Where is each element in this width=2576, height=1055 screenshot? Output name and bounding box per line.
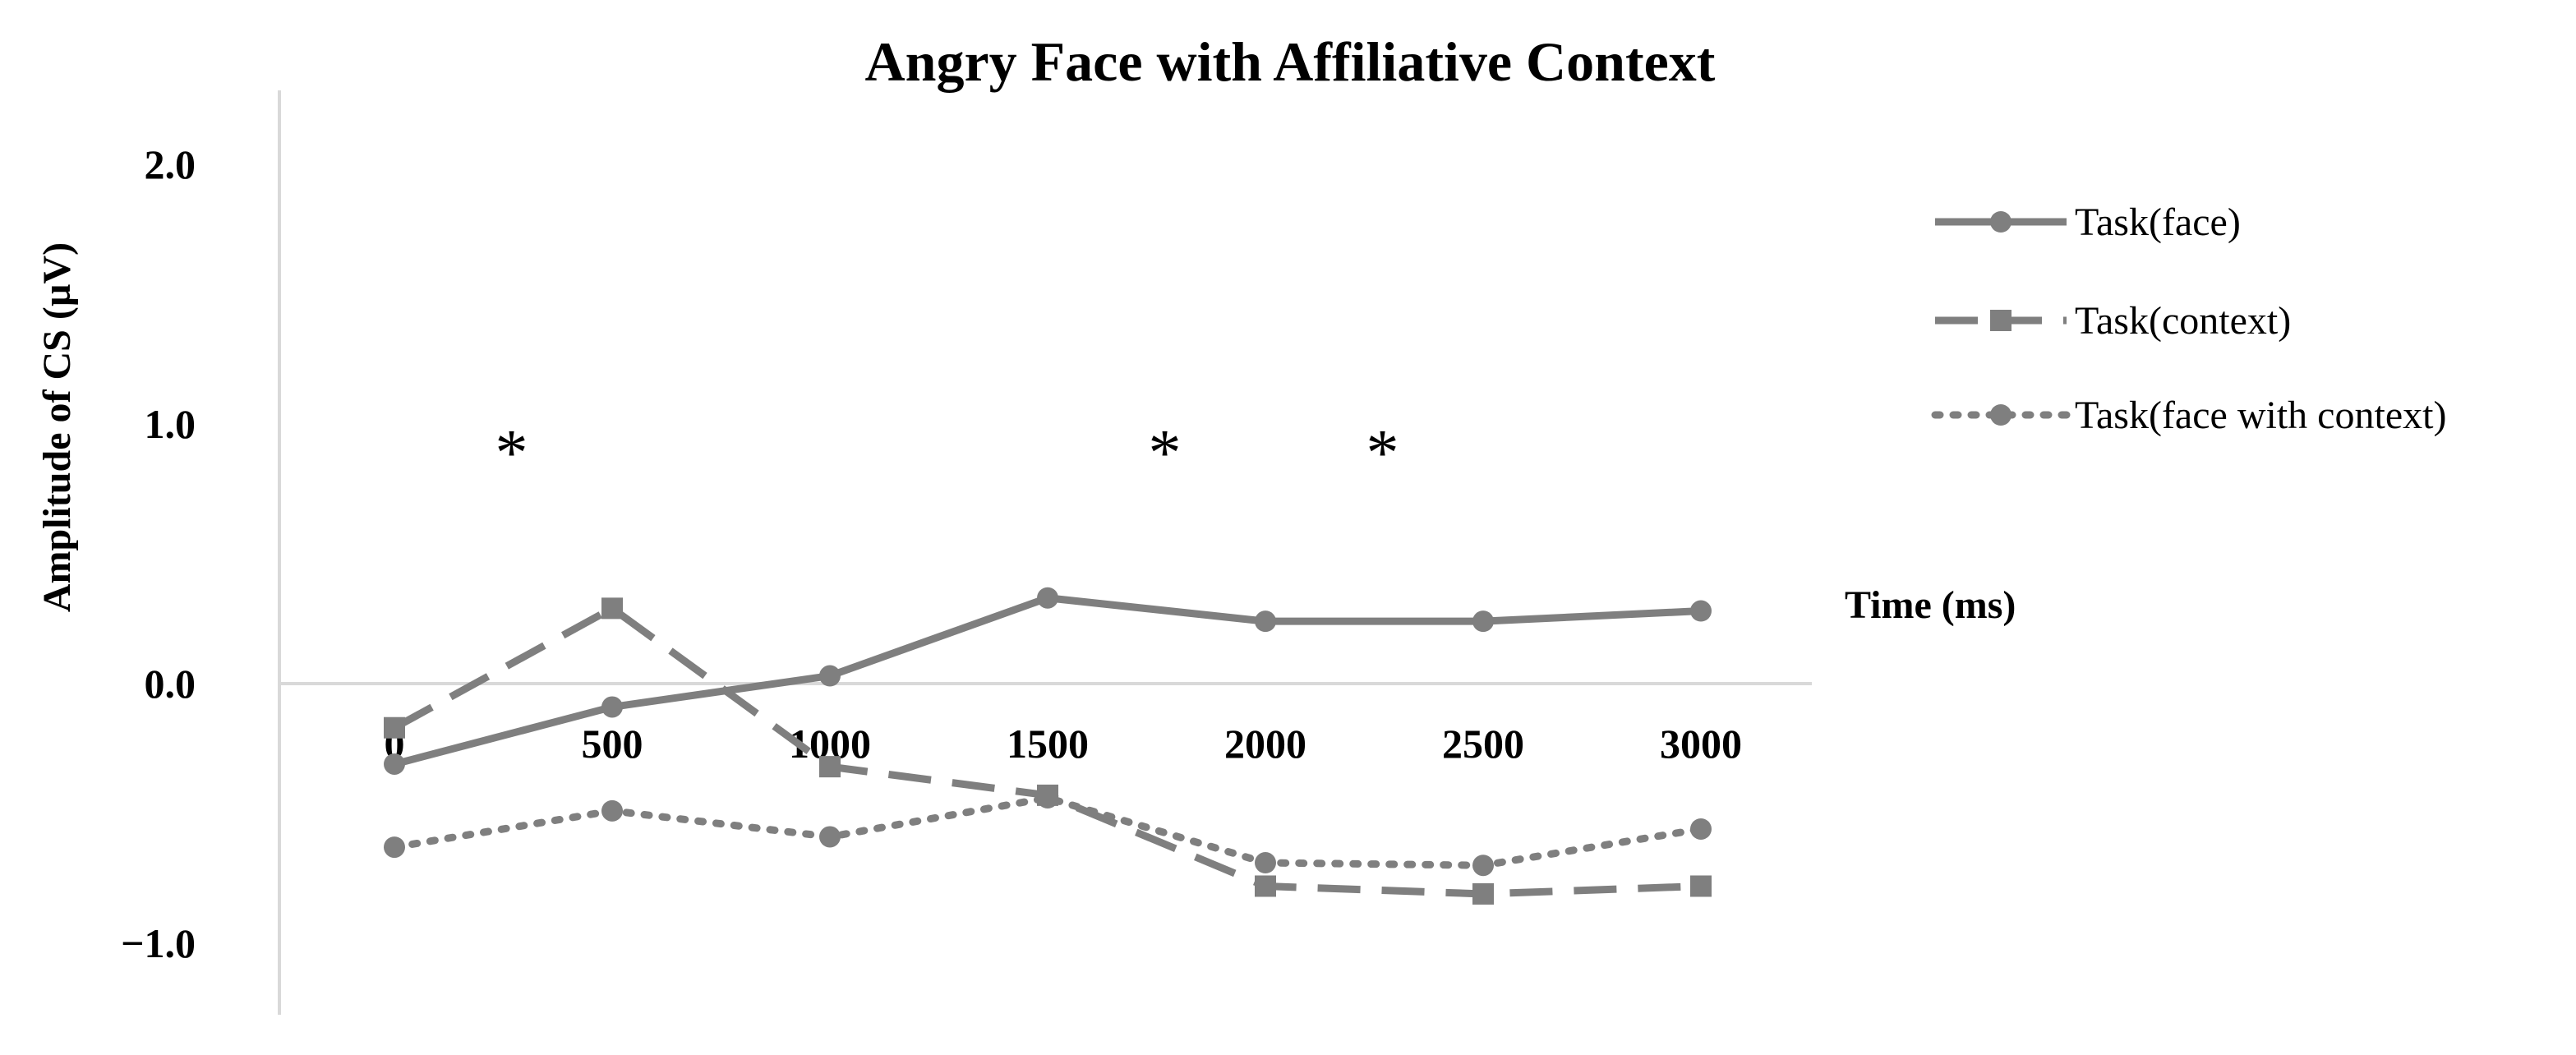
data-point [384,753,405,775]
data-point [1472,610,1494,633]
x-tick-label: 1500 [1007,721,1089,767]
legend-label: Task(context) [2075,299,2291,343]
data-point [1690,875,1712,897]
series-1 [384,587,1712,775]
x-tick-label: 500 [582,721,643,767]
data-point [819,665,841,687]
data-point [819,756,841,778]
significance-star: * [1366,417,1399,489]
data-point [601,597,623,620]
legend: Task(face) Task(context) Task(face with co… [1931,200,2446,437]
legend-label: Task(face) [2075,200,2241,244]
significance-star: * [495,417,528,489]
data-point [384,716,405,739]
series-3 [384,787,1712,877]
series-lines [384,587,1712,905]
data-point [1255,875,1276,897]
legend-item: Task(face with context) [1931,394,2446,437]
data-point [1690,600,1712,622]
x-tick-label: 2000 [1224,721,1306,767]
x-tick-label: 3000 [1660,721,1742,767]
legend-marker [1990,310,2011,331]
data-point [384,836,405,859]
x-tick-labels: 0 500 1000 1500 2000 2500 3000 [385,721,1743,767]
y-tick-label: −1.0 [121,920,196,966]
data-point [601,799,623,822]
x-tick-label: 2500 [1442,721,1524,767]
legend-marker [1990,404,2011,426]
y-tick-label: 2.0 [145,141,196,187]
chart-title: Angry Face with Affiliative Context [865,30,1716,93]
y-tick-labels: 2.0 1.0 0.0 −1.0 [121,141,196,966]
significance-annotations: * * * [495,417,1399,489]
y-tick-label: 0.0 [145,661,196,707]
data-point [1690,818,1712,840]
data-point [601,696,623,718]
data-point [1037,787,1058,809]
legend-label: Task(face with context) [2075,394,2446,437]
data-point [1037,587,1058,609]
data-point [1255,852,1276,874]
data-point [1255,610,1276,633]
x-axis-label: Time (ms) [1845,583,2016,627]
legend-marker [1990,211,2011,233]
y-axis-label: Amplitude of CS (µV) [35,242,79,612]
data-point [1472,882,1494,905]
data-point [1472,855,1494,877]
legend-item: Task(context) [1935,299,2291,343]
significance-star: * [1149,417,1182,489]
legend-item: Task(face) [1935,200,2241,244]
y-tick-label: 1.0 [145,401,196,447]
data-point [819,826,841,848]
